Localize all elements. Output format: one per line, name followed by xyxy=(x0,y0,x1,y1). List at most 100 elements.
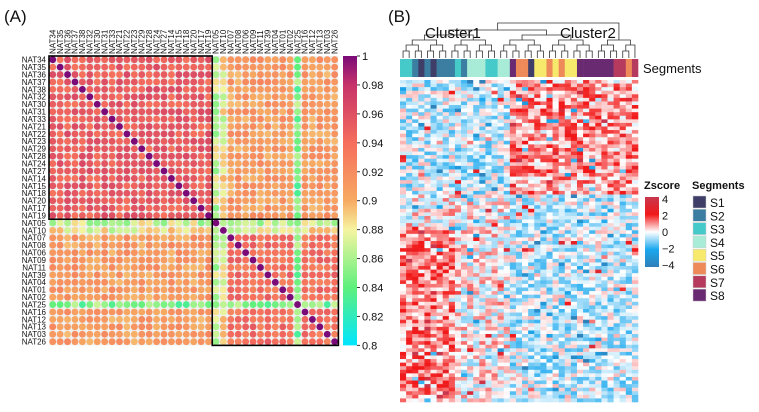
heatmap-cell xyxy=(424,237,431,242)
heatmap-cell xyxy=(442,223,450,227)
correlation-dot xyxy=(249,182,257,190)
correlation-dot xyxy=(316,234,324,242)
heatmap-cell xyxy=(497,183,505,188)
heatmap-cell xyxy=(473,205,480,210)
heatmap-cell xyxy=(576,194,584,199)
heatmap-cell xyxy=(546,230,553,235)
heatmap-cell xyxy=(400,198,407,202)
correlation-dot xyxy=(242,226,250,234)
heatmap-cell xyxy=(479,83,486,88)
heatmap-cell xyxy=(406,208,413,213)
correlation-dot xyxy=(286,271,294,279)
heatmap-cell xyxy=(448,215,456,220)
heatmap-cell xyxy=(576,230,584,235)
correlation-dot xyxy=(123,338,131,346)
correlation-dot xyxy=(190,204,198,212)
heatmap-cell xyxy=(570,201,578,206)
heatmap-cell xyxy=(528,158,535,163)
correlation-dot xyxy=(257,123,264,130)
correlation-dot xyxy=(190,137,198,145)
heatmap-cell xyxy=(558,158,566,163)
heatmap-cell xyxy=(424,194,431,199)
correlation-dot xyxy=(219,315,227,323)
heatmap-cell xyxy=(528,201,535,206)
correlation-dot xyxy=(86,71,94,78)
correlation-dot xyxy=(190,167,198,175)
correlation-dot xyxy=(257,330,264,338)
correlation-dot xyxy=(197,219,205,227)
correlation-dot xyxy=(108,123,116,130)
heatmap-cell xyxy=(448,180,456,185)
correlation-dot xyxy=(160,323,168,331)
heatmap-cell xyxy=(406,223,413,227)
heatmap-cell xyxy=(528,94,535,99)
heatmap-cell xyxy=(418,183,425,188)
heatmap-cell xyxy=(406,158,413,163)
heatmap-cell xyxy=(503,176,511,181)
heatmap-cell xyxy=(430,219,437,224)
heatmap-cell xyxy=(570,144,578,149)
heatmap-cell xyxy=(528,147,535,152)
correlation-dot xyxy=(323,137,331,145)
heatmap-cell xyxy=(454,215,462,220)
correlation-dot xyxy=(71,271,79,279)
correlation-dot xyxy=(197,78,205,86)
heatmap-cell xyxy=(515,108,523,113)
heatmap-cell xyxy=(589,201,596,206)
heatmap-cell xyxy=(497,176,505,181)
heatmap-cell xyxy=(534,90,541,95)
correlation-dot xyxy=(271,293,279,301)
heatmap-cell xyxy=(473,137,480,142)
correlation-dot xyxy=(197,130,205,138)
heatmap-cell xyxy=(485,126,492,131)
heatmap-cell xyxy=(461,223,468,227)
correlation-dot xyxy=(227,63,235,71)
correlation-dot xyxy=(190,160,198,168)
heatmap-cell xyxy=(534,215,541,220)
heatmap-cell xyxy=(528,180,535,185)
column-label: NAT06 xyxy=(241,29,250,54)
correlation-dot xyxy=(78,293,86,301)
heatmap-cell xyxy=(412,83,419,88)
heatmap-cell xyxy=(570,83,578,88)
correlation-dot xyxy=(168,189,175,197)
correlation-dot xyxy=(49,56,57,64)
heatmap-cell xyxy=(461,201,468,206)
correlation-dot xyxy=(138,56,146,64)
heatmap-cell xyxy=(503,94,511,99)
heatmap-cell xyxy=(607,94,614,99)
heatmap-cell xyxy=(467,122,474,127)
heatmap-cell xyxy=(601,108,608,113)
heatmap-cell xyxy=(479,115,486,120)
heatmap-cell xyxy=(528,119,535,124)
correlation-dot xyxy=(197,145,205,153)
correlation-dot xyxy=(138,315,146,323)
correlation-dot xyxy=(86,249,94,257)
heatmap-cell xyxy=(454,237,462,242)
correlation-dot xyxy=(205,137,212,145)
heatmap-cell xyxy=(564,126,572,131)
heatmap-cell xyxy=(491,90,498,95)
correlation-dot xyxy=(316,241,324,249)
heatmap-cell xyxy=(534,105,541,109)
segment-annotation-cell xyxy=(418,59,425,77)
correlation-dot xyxy=(271,256,279,264)
correlation-dot xyxy=(234,189,242,197)
correlation-dot xyxy=(145,278,153,286)
heatmap-cell xyxy=(570,105,578,109)
heatmap-cell xyxy=(546,187,553,192)
heatmap-cell xyxy=(558,112,566,117)
correlation-dot xyxy=(190,241,198,249)
heatmap-cell xyxy=(631,198,639,202)
heatmap-cell xyxy=(601,147,608,152)
heatmap-cell xyxy=(595,133,602,138)
correlation-dot xyxy=(153,278,161,286)
heatmap-cell xyxy=(589,80,596,84)
correlation-dot xyxy=(219,152,227,160)
heatmap-cell xyxy=(467,155,474,160)
heatmap-cell xyxy=(576,90,584,95)
colorbar-tick-label: 0.98 xyxy=(362,80,383,92)
cluster2-box xyxy=(211,218,340,347)
heatmap-cell xyxy=(546,126,553,131)
heatmap-cell xyxy=(467,173,474,177)
